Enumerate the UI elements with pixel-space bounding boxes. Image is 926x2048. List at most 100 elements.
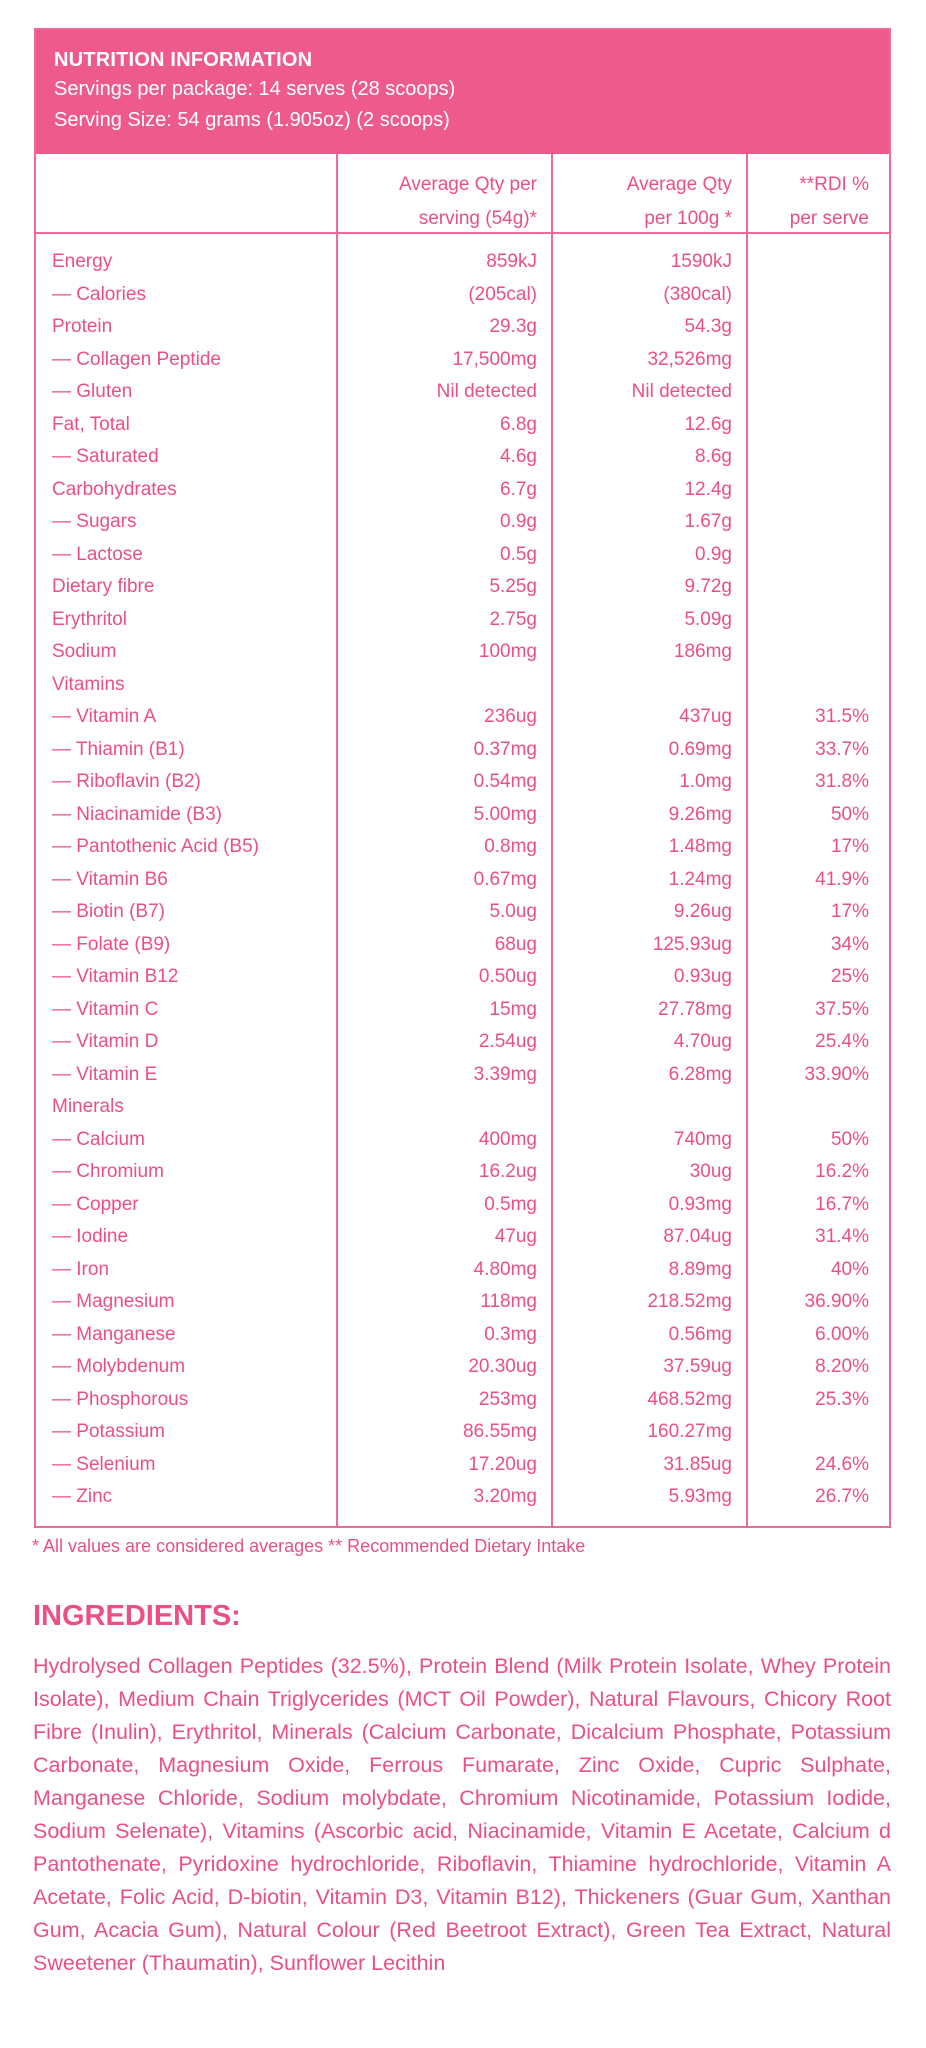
qty-per-serving: Nil detected [338, 376, 553, 409]
table-row: — Saturated 4.6g 8.6g [36, 441, 889, 474]
qty-per-serving: 400mg [338, 1123, 553, 1156]
nutrient-name: — Vitamin B12 [36, 961, 338, 994]
table-row: — Copper 0.5mg 0.93mg 16.7% [36, 1188, 889, 1221]
qty-per-serving: 16.2ug [338, 1156, 553, 1189]
qty-per-100g [553, 1091, 748, 1124]
rdi-percent: 33.90% [804, 1063, 869, 1085]
nutrient-name: — Potassium [36, 1416, 338, 1449]
qty-per-serving: 17.20ug [338, 1448, 553, 1481]
qty-per-100g: 37.59ug [553, 1351, 748, 1384]
table-row: — Niacinamide (B3) 5.00mg 9.26mg 50% [36, 798, 889, 831]
qty-per-serving [338, 668, 553, 701]
rdi-percent: 33.7% [815, 738, 869, 760]
qty-per-serving: 0.3mg [338, 1318, 553, 1351]
table-row: — Pantothenic Acid (B5) 0.8mg 1.48mg 17% [36, 831, 889, 864]
rdi-percent [748, 441, 889, 474]
qty-per-serving: 0.5g [338, 538, 553, 571]
nutrient-name: — Gluten [36, 376, 338, 409]
rdi-percent: 31.8% [815, 771, 869, 792]
column-header-nutrient [36, 154, 338, 232]
qty-per-serving: 3.39mg [338, 1058, 553, 1091]
table-row: Minerals [36, 1091, 889, 1124]
rdi-percent: 50% [830, 803, 869, 825]
qty-per-100g: 1.67g [553, 506, 748, 539]
rdi-percent: 8.20% [815, 1356, 869, 1377]
table-row: — Vitamin B6 0.67mg 1.24mg 41.9% [36, 863, 889, 896]
nutrition-rows: Energy 859kJ 1590kJ — Calories (205cal) (380c… [36, 234, 889, 1526]
qty-per-serving: 0.8mg [338, 831, 553, 864]
footnote: * All values are considered averages ** … [32, 1536, 586, 1556]
qty-per-serving: 0.50ug [338, 961, 553, 994]
table-row: — Vitamin B12 0.50ug 0.93ug 25% [36, 961, 889, 994]
qty-per-serving: 6.8g [338, 408, 553, 441]
rdi-percent [748, 246, 889, 279]
qty-per-serving: 47ug [338, 1221, 553, 1254]
qty-per-serving: 5.25g [338, 571, 553, 604]
qty-per-100g: 186mg [553, 636, 748, 669]
qty-per-serving: (205cal) [338, 278, 553, 311]
table-row: — Zinc 3.20mg 5.93mg 26.7% [36, 1481, 889, 1514]
nutrient-name: — Zinc [36, 1481, 338, 1514]
table-row: — Thiamin (B1) 0.37mg 0.69mg 33.7% [36, 733, 889, 766]
qty-per-serving: 20.30ug [338, 1351, 553, 1384]
qty-per-serving: 100mg [338, 636, 553, 669]
spacer-row [36, 234, 889, 246]
rdi-percent [748, 604, 889, 637]
rdi-percent: 50% [830, 1128, 869, 1150]
nutrient-name: — Vitamin A [36, 701, 338, 734]
nutrient-name: — Riboflavin (B2) [36, 766, 338, 799]
table-row: — Riboflavin (B2) 0.54mg 1.0mg 31.8% [36, 766, 889, 799]
nutrient-name: — Collagen Peptide [36, 343, 338, 376]
table-row: Energy 859kJ 1590kJ [36, 246, 889, 279]
rdi-percent: 16.2% [815, 1161, 869, 1182]
qty-per-100g: 5.09g [553, 603, 748, 636]
qty-per-serving: 29.3g [338, 311, 553, 344]
rdi-percent: 31.4% [815, 1226, 869, 1247]
rdi-percent: 17% [830, 901, 869, 922]
qty-per-serving: 4.80mg [338, 1253, 553, 1286]
nutrient-name: Dietary fibre [36, 571, 338, 604]
rdi-percent [748, 409, 889, 442]
rdi-percent [748, 474, 889, 507]
table-row: Vitamins [36, 668, 889, 701]
qty-per-100g: 6.28mg [553, 1058, 748, 1091]
qty-per-serving [338, 1091, 553, 1124]
rdi-percent: 6.00% [815, 1323, 869, 1345]
nutrient-name: — Manganese [36, 1318, 338, 1351]
table-row: Carbohydrates 6.7g 12.4g [36, 473, 889, 507]
rdi-percent: 41.9% [815, 868, 869, 890]
nutrient-name: — Phosphorous [36, 1383, 338, 1416]
table-row: — Iodine 47ug 87.04ug 31.4% [36, 1221, 889, 1254]
qty-per-100g: 54.3g [553, 311, 748, 344]
qty-per-100g [553, 668, 748, 701]
qty-per-100g: 31.85ug [553, 1448, 748, 1481]
qty-per-serving: 0.67mg [338, 863, 553, 896]
qty-per-100g: 5.93mg [553, 1481, 748, 1514]
qty-per-100g: 9.26mg [553, 798, 748, 831]
nutrient-name: — Iodine [36, 1221, 338, 1254]
nutrient-name: — Vitamin D [36, 1026, 338, 1059]
qty-per-serving: 3.20mg [338, 1481, 553, 1514]
rdi-percent [748, 376, 889, 409]
rdi-percent [748, 311, 889, 344]
nutrient-name: — Vitamin E [36, 1058, 338, 1091]
qty-per-100g: Nil detected [553, 376, 748, 409]
table-row: Dietary fibre 5.25g 9.72g [36, 571, 889, 604]
qty-per-100g: 27.78mg [553, 993, 748, 1026]
spacer-row [36, 1513, 889, 1526]
nutrient-name: Minerals [36, 1091, 338, 1124]
nutrient-name: — Biotin (B7) [36, 896, 338, 929]
qty-per-100g: 0.93ug [553, 961, 748, 994]
table-row: — Phosphorous 253mg 468.52mg 25.3% [36, 1383, 889, 1416]
qty-per-100g: 218.52mg [553, 1286, 748, 1319]
qty-per-serving: 5.00mg [338, 798, 553, 831]
table-row: — Vitamin E 3.39mg 6.28mg 33.90% [36, 1058, 889, 1091]
serving-size: Serving Size: 54 grams (1.905oz) (2 scoo… [54, 109, 450, 131]
column-header-rdi: **RDI % per serve [789, 174, 869, 229]
qty-per-serving: 5.0ug [338, 896, 553, 929]
qty-per-serving: 236ug [338, 701, 553, 734]
table-row: Protein 29.3g 54.3g [36, 311, 889, 344]
table-row: — Manganese 0.3mg 0.56mg 6.00% [36, 1318, 889, 1351]
qty-per-serving: 2.75g [338, 603, 553, 636]
table-row: — Collagen Peptide 17,500mg 32,526mg [36, 343, 889, 376]
